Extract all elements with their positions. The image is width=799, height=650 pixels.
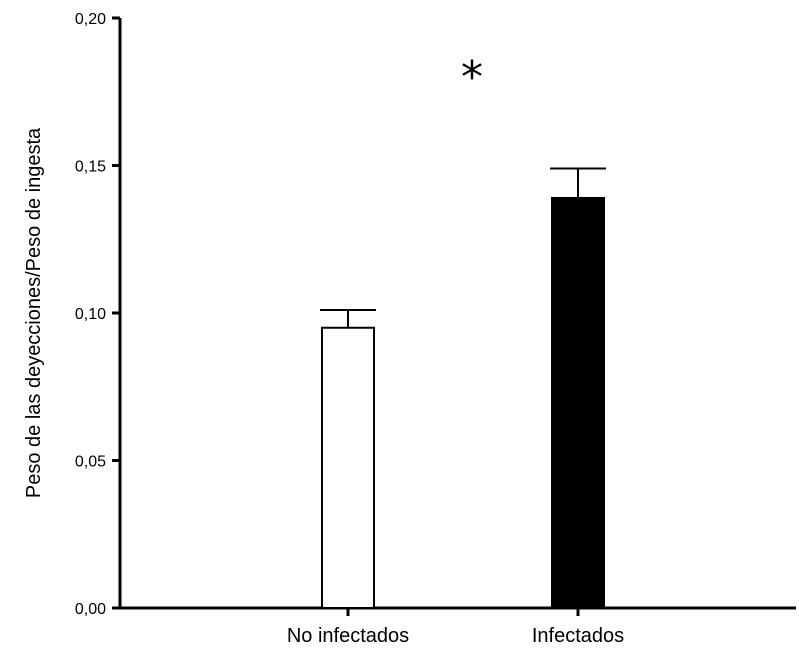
error-bars — [320, 167, 606, 328]
category-labels: No infectados Infectados — [287, 625, 624, 647]
y-axis-label: Peso de las deyecciones/Peso de ingesta — [23, 127, 45, 498]
bar-no-infectados — [321, 326, 375, 609]
y-tick-label: 0,00 — [75, 601, 106, 618]
x-axis — [120, 606, 796, 616]
bar-infectados — [551, 196, 605, 609]
y-tick-label: 0,10 — [75, 306, 106, 323]
bars — [321, 196, 605, 609]
y-axis: 0,00 0,05 0,10 0,15 0,20 — [75, 11, 122, 618]
significance-asterisk: * — [461, 52, 483, 103]
y-tick-label: 0,20 — [75, 11, 106, 28]
y-tick-label: 0,05 — [75, 454, 106, 471]
category-label: Infectados — [532, 625, 624, 647]
y-tick-label: 0,15 — [75, 159, 106, 176]
category-label: No infectados — [287, 625, 409, 647]
